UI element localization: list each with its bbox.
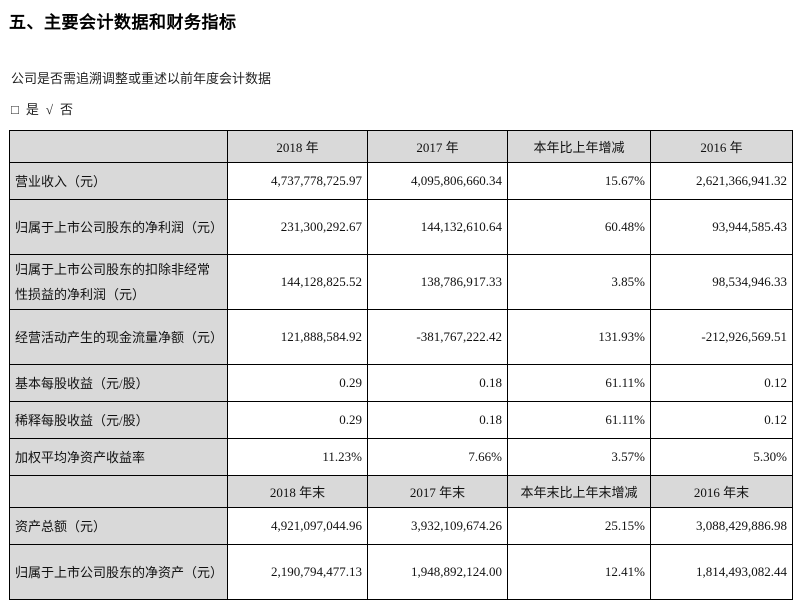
value-2018: 0.29 [227,364,368,402]
header-2016-end: 2016 年末 [650,475,793,508]
annual-header-row: 2018 年 2017 年 本年比上年增减 2016 年 [9,130,793,163]
value-change: 131.93% [507,309,651,365]
value-change: 60.48% [507,199,651,255]
value-2016: 0.12 [650,401,793,439]
row-label: 基本每股收益（元/股） [9,364,228,402]
value-2016: 2,621,366,941.32 [650,162,793,200]
section-title: 五、主要会计数据和财务指标 [9,13,237,32]
value-2016: 1,814,493,082.44 [650,544,793,600]
header-2016: 2016 年 [650,130,793,163]
table-row-net-profit-deducting-nonrecurring: 归属于上市公司股东的扣除非经常性损益的净利润（元） 144,128,825.52… [9,254,793,310]
value-change: 15.67% [507,162,651,200]
restatement-answer: □ 是 √ 否 [11,99,791,118]
value-2018: 11.23% [227,438,368,476]
value-2017: 0.18 [367,401,508,439]
value-2018: 2,190,794,477.13 [227,544,368,600]
option-no-label: 否 [60,102,74,117]
value-2017: 3,932,109,674.26 [367,507,508,545]
table-row-net-profit: 归属于上市公司股东的净利润（元） 231,300,292.67 144,132,… [9,199,793,255]
value-change: 61.11% [507,401,651,439]
value-2018: 231,300,292.67 [227,199,368,255]
value-2016: 0.12 [650,364,793,402]
value-change: 61.11% [507,364,651,402]
header-change: 本年比上年增减 [507,130,651,163]
value-2016: 93,944,585.43 [650,199,793,255]
header-2017: 2017 年 [367,130,508,163]
value-2017: 1,948,892,124.00 [367,544,508,600]
header-2017-end: 2017 年末 [367,475,508,508]
option-yes-label: 是 [25,102,39,117]
table-row-operating-cash-flow: 经营活动产生的现金流量净额（元） 121,888,584.92 -381,767… [9,309,793,365]
header-2018-end: 2018 年末 [227,475,368,508]
row-label: 资产总额（元） [9,507,228,545]
financial-indicators-table: 2018 年 2017 年 本年比上年增减 2016 年 营业收入（元） 4,7… [9,130,793,600]
header-empty-cell [9,475,228,508]
table-row-basic-eps: 基本每股收益（元/股） 0.29 0.18 61.11% 0.12 [9,364,793,402]
value-2018: 0.29 [227,401,368,439]
value-2016: 5.30% [650,438,793,476]
value-2018: 4,737,778,725.97 [227,162,368,200]
row-label: 稀释每股收益（元/股） [9,401,228,439]
row-label: 经营活动产生的现金流量净额（元） [9,309,228,365]
value-2016: -212,926,569.51 [650,309,793,365]
checkmark-icon: √ [45,102,54,117]
value-change: 3.85% [507,254,651,310]
value-2016: 3,088,429,886.98 [650,507,793,545]
row-label: 加权平均净资产收益率 [9,438,228,476]
table-row-net-assets: 归属于上市公司股东的净资产（元） 2,190,794,477.13 1,948,… [9,544,793,600]
header-empty-cell [9,130,228,163]
row-label: 归属于上市公司股东的净资产（元） [9,544,228,600]
value-2017: 144,132,610.64 [367,199,508,255]
value-2016: 98,534,946.33 [650,254,793,310]
value-2017: 0.18 [367,364,508,402]
yearend-header-row: 2018 年末 2017 年末 本年末比上年末增减 2016 年末 [9,475,793,508]
header-2018: 2018 年 [227,130,368,163]
row-label: 营业收入（元） [9,162,228,200]
value-2017: 4,095,806,660.34 [367,162,508,200]
row-label: 归属于上市公司股东的净利润（元） [9,199,228,255]
value-2017: 138,786,917.33 [367,254,508,310]
value-2018: 4,921,097,044.96 [227,507,368,545]
row-label: 归属于上市公司股东的扣除非经常性损益的净利润（元） [9,254,228,310]
restatement-question: 公司是否需追溯调整或重述以前年度会计数据 [11,71,272,86]
value-change: 12.41% [507,544,651,600]
value-change: 25.15% [507,507,651,545]
value-2018: 144,128,825.52 [227,254,368,310]
table-row-operating-revenue: 营业收入（元） 4,737,778,725.97 4,095,806,660.3… [9,162,793,200]
table-row-weighted-average-roe: 加权平均净资产收益率 11.23% 7.66% 3.57% 5.30% [9,438,793,476]
table-row-total-assets: 资产总额（元） 4,921,097,044.96 3,932,109,674.2… [9,507,793,545]
value-2017: -381,767,222.42 [367,309,508,365]
value-change: 3.57% [507,438,651,476]
checkbox-unchecked-icon: □ [11,102,19,117]
table-row-diluted-eps: 稀释每股收益（元/股） 0.29 0.18 61.11% 0.12 [9,401,793,439]
header-end-change: 本年末比上年末增减 [507,475,651,508]
value-2017: 7.66% [367,438,508,476]
value-2018: 121,888,584.92 [227,309,368,365]
